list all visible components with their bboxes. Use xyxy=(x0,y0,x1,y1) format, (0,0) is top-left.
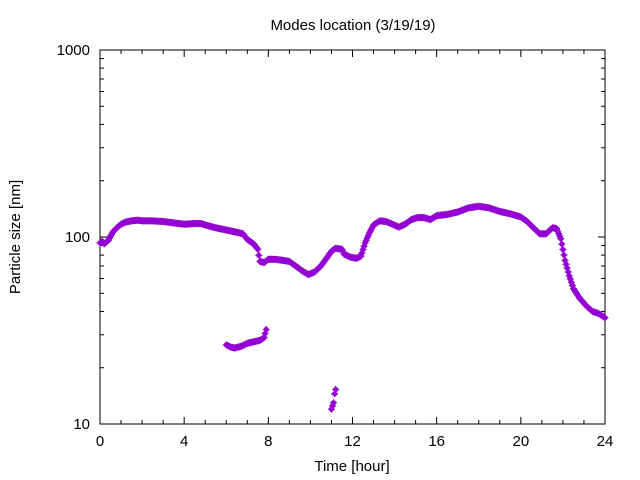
y-tick-label: 10 xyxy=(73,416,90,433)
y-tick-label: 100 xyxy=(65,229,90,246)
data-point xyxy=(557,235,565,243)
data-point xyxy=(358,249,366,257)
y-axis: 10 100 1000 xyxy=(57,42,605,433)
y-axis-label: Particle size [nm] xyxy=(7,180,24,294)
data-point xyxy=(601,314,609,322)
x-axis-label: Time [hour] xyxy=(314,458,389,475)
data-point xyxy=(558,240,566,248)
x-tick-label: 8 xyxy=(264,433,272,450)
data-point xyxy=(262,326,270,334)
x-axis: 0 4 8 12 16 20 24 xyxy=(96,50,614,450)
data-point xyxy=(330,399,338,407)
data-point xyxy=(332,385,340,393)
x-tick-label: 24 xyxy=(597,433,614,450)
data-point xyxy=(559,246,567,254)
x-tick-label: 12 xyxy=(344,433,361,450)
chart-title: Modes location (3/19/19) xyxy=(270,17,435,34)
x-tick-label: 4 xyxy=(180,433,188,450)
data-point xyxy=(254,245,262,253)
x-tick-label: 0 xyxy=(96,433,104,450)
x-tick-label: 20 xyxy=(512,433,529,450)
x-tick-label: 16 xyxy=(428,433,445,450)
plot-frame xyxy=(99,49,606,425)
data-point xyxy=(560,251,568,259)
data-markers xyxy=(96,202,609,413)
y-tick-label: 1000 xyxy=(57,42,90,59)
data-point xyxy=(255,251,263,259)
